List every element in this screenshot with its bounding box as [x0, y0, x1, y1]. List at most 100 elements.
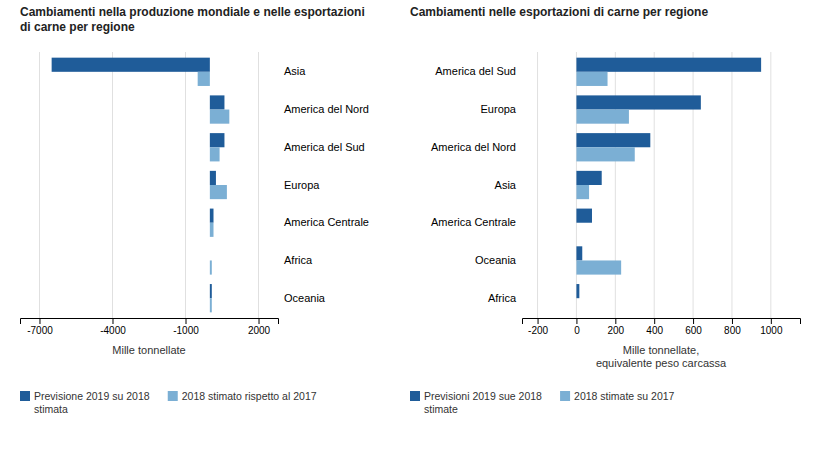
bar: [576, 147, 634, 161]
text-line: Mille tonnellate,: [623, 344, 699, 356]
tick: America del Nord: [278, 103, 369, 115]
bar: [576, 133, 650, 147]
grid-line: [39, 52, 40, 318]
axis-line: [523, 319, 801, 325]
tick-label: 400: [646, 325, 663, 336]
tick-mark: [771, 318, 772, 324]
bar: [210, 298, 212, 312]
tick-label: America del Nord: [431, 141, 516, 153]
tick: Asia: [495, 179, 522, 191]
tick: America del Sud: [435, 65, 522, 77]
text-line: Cambiamenti nelle esportazioni di carne …: [410, 5, 708, 19]
text-line: 2018 stimate su 2017: [574, 390, 675, 402]
tick-label: America del Nord: [284, 103, 369, 115]
tick: Oceania: [278, 292, 326, 304]
text-line: di carne per regione: [20, 20, 135, 34]
tick-label: Asia: [284, 65, 306, 77]
bar: [209, 246, 210, 260]
tick-label: Europa: [284, 179, 320, 191]
grid-line: [615, 52, 616, 318]
tick: -200: [528, 318, 548, 336]
axis-title: Mille tonnellate,equivalente peso carcas…: [596, 344, 727, 369]
legend-label: 2018 stimato rispetto al 2017: [182, 390, 317, 402]
grid: [39, 52, 258, 318]
x-axis: -20002004006008001000: [523, 318, 801, 336]
tick-label: 1000: [760, 325, 783, 336]
tick-label: Oceania: [284, 292, 326, 304]
grid-line: [731, 52, 732, 318]
tick-mark: [186, 318, 187, 324]
bar: [210, 223, 214, 237]
tick-mark: [112, 318, 113, 324]
tick-mark: [654, 318, 655, 324]
tick: Europa: [278, 179, 320, 191]
bar: [576, 260, 621, 274]
axis-title: Mille tonnellate: [112, 344, 185, 356]
tick: America Centrale: [431, 216, 522, 228]
bar: [210, 110, 229, 124]
tick-label: -7000: [27, 325, 53, 336]
legend-swatch: [560, 391, 570, 401]
legend-swatch: [168, 391, 178, 401]
tick-label: 800: [724, 325, 741, 336]
bar: [198, 72, 210, 86]
bars: [52, 58, 230, 313]
tick: America del Sud: [278, 141, 365, 153]
grid-line: [654, 52, 655, 318]
tick-mark: [538, 318, 539, 324]
tick-label: Oceania: [475, 254, 517, 266]
tick: 200: [607, 318, 624, 336]
tick-label: America Centrale: [431, 216, 516, 228]
text-line: stimata: [34, 403, 68, 415]
x-axis: -7000-4000-10002000: [21, 318, 279, 336]
bar: [52, 58, 210, 72]
legend: Previsioni 2019 sue 2018stimate 2018 stim…: [410, 390, 675, 415]
tick: Oceania: [475, 254, 522, 266]
tick-mark: [259, 318, 260, 324]
tick: 400: [646, 318, 663, 336]
panel: -20002004006008001000America del SudEuro…: [410, 5, 801, 415]
tick: America del Nord: [431, 141, 522, 153]
legend-label: Previsioni 2019 sue 2018stimate: [424, 390, 542, 415]
legend-item: 2018 stimato rispetto al 2017: [168, 390, 317, 402]
bar: [210, 185, 227, 199]
y-axis: Asia America del Nord America del Sud Europ…: [278, 65, 369, 303]
bar: [576, 185, 589, 199]
tick: -7000: [27, 318, 53, 336]
bar: [576, 246, 582, 260]
text-line: Mille tonnellate: [112, 344, 185, 356]
bar: [576, 209, 592, 223]
grid-line: [112, 52, 113, 318]
tick-mark: [732, 318, 733, 324]
text-line: Previsioni 2019 sue 2018: [424, 390, 542, 402]
tick-label: Africa: [488, 292, 517, 304]
tick: 2000: [248, 318, 271, 336]
grid-line: [693, 52, 694, 318]
tick: Africa: [278, 254, 313, 266]
tick: 1000: [760, 318, 783, 336]
legend-item: Previsione 2019 su 2018stimata: [20, 390, 150, 415]
bar: [576, 110, 628, 124]
tick: 800: [724, 318, 741, 336]
grid-line: [258, 52, 259, 318]
title: Cambiamenti nelle esportazioni di carne …: [410, 5, 708, 19]
text-line: equivalente peso carcassa: [596, 357, 727, 369]
tick-label: Africa: [284, 254, 313, 266]
title: Cambiamenti nella produzione mondiale e …: [20, 5, 365, 34]
tick: -1000: [173, 318, 199, 336]
bar: [210, 171, 216, 185]
legend-label: Previsione 2019 su 2018stimata: [34, 390, 150, 415]
tick: Africa: [488, 292, 522, 304]
bar: [576, 298, 577, 312]
tick-label: America Centrale: [284, 216, 369, 228]
bars: [576, 58, 761, 299]
tick: 600: [685, 318, 702, 336]
bar: [576, 284, 579, 298]
bar: [576, 58, 761, 72]
bar: [210, 260, 212, 274]
bar: [210, 284, 212, 298]
tick-label: 200: [607, 325, 624, 336]
text-line: Cambiamenti nella produzione mondiale e …: [20, 5, 365, 19]
bar: [210, 209, 214, 223]
bar: [576, 95, 700, 109]
